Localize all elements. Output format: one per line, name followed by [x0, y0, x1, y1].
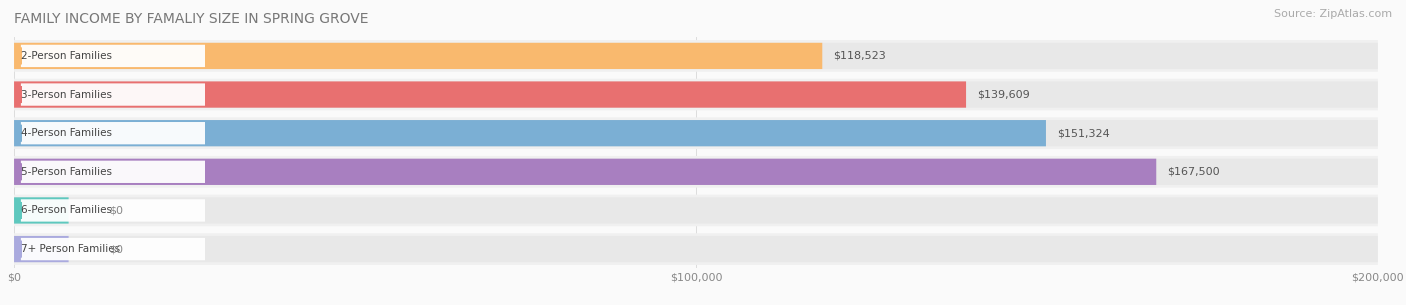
- Text: $151,324: $151,324: [1057, 128, 1109, 138]
- FancyBboxPatch shape: [14, 120, 1046, 146]
- FancyBboxPatch shape: [14, 197, 1378, 224]
- FancyBboxPatch shape: [14, 236, 69, 262]
- Text: FAMILY INCOME BY FAMALIY SIZE IN SPRING GROVE: FAMILY INCOME BY FAMALIY SIZE IN SPRING …: [14, 12, 368, 26]
- FancyBboxPatch shape: [14, 43, 823, 69]
- FancyBboxPatch shape: [21, 238, 205, 260]
- FancyBboxPatch shape: [14, 79, 1378, 110]
- FancyBboxPatch shape: [14, 159, 1378, 185]
- FancyBboxPatch shape: [14, 236, 1378, 262]
- FancyBboxPatch shape: [21, 161, 205, 183]
- Text: 2-Person Families: 2-Person Families: [21, 51, 112, 61]
- Text: $0: $0: [110, 206, 124, 215]
- FancyBboxPatch shape: [21, 83, 205, 106]
- Text: $118,523: $118,523: [834, 51, 886, 61]
- FancyBboxPatch shape: [14, 81, 966, 108]
- Text: 4-Person Families: 4-Person Families: [21, 128, 112, 138]
- Text: $0: $0: [110, 244, 124, 254]
- Text: 6-Person Families: 6-Person Families: [21, 206, 112, 215]
- FancyBboxPatch shape: [14, 81, 1378, 108]
- FancyBboxPatch shape: [21, 45, 205, 67]
- Text: $139,609: $139,609: [977, 90, 1029, 99]
- Text: Source: ZipAtlas.com: Source: ZipAtlas.com: [1274, 9, 1392, 19]
- Text: 5-Person Families: 5-Person Families: [21, 167, 112, 177]
- FancyBboxPatch shape: [21, 122, 205, 144]
- FancyBboxPatch shape: [14, 195, 1378, 226]
- FancyBboxPatch shape: [14, 156, 1378, 188]
- FancyBboxPatch shape: [14, 117, 1378, 149]
- FancyBboxPatch shape: [14, 120, 1378, 146]
- FancyBboxPatch shape: [14, 233, 1378, 265]
- FancyBboxPatch shape: [14, 40, 1378, 72]
- Text: 3-Person Families: 3-Person Families: [21, 90, 112, 99]
- FancyBboxPatch shape: [14, 159, 1156, 185]
- FancyBboxPatch shape: [21, 199, 205, 222]
- Text: $167,500: $167,500: [1167, 167, 1220, 177]
- FancyBboxPatch shape: [14, 43, 1378, 69]
- FancyBboxPatch shape: [14, 197, 69, 224]
- Text: 7+ Person Families: 7+ Person Families: [21, 244, 120, 254]
